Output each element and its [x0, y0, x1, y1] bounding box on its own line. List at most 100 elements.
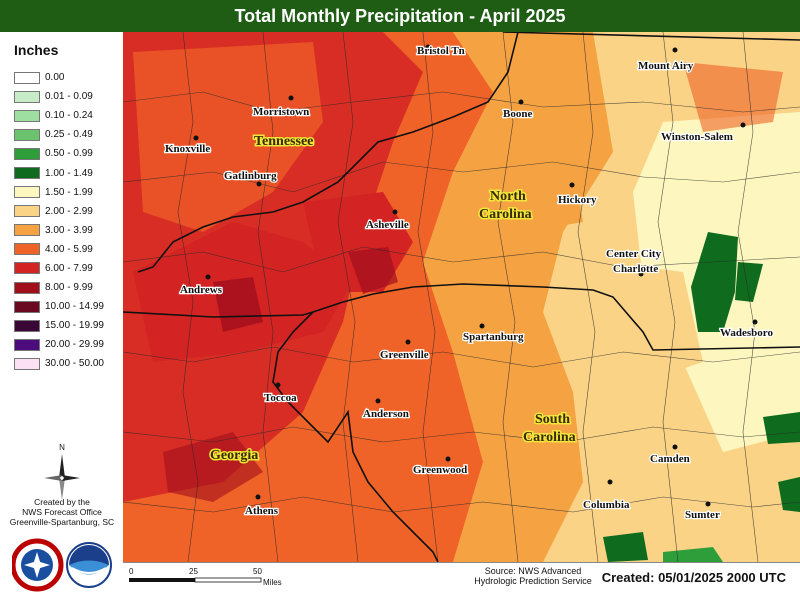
legend-item: 10.00 - 14.99	[14, 297, 104, 316]
legend-swatch	[14, 128, 40, 141]
legend-swatch	[14, 243, 40, 256]
legend-panel: Inches 0.00 0.01 - 0.09 0.10 - 0.24 0.25…	[0, 32, 124, 595]
city-label: Mount Airy	[638, 60, 694, 72]
county-boundaries	[123, 32, 800, 562]
city-label: Athens	[245, 505, 279, 517]
office-line: Greenville-Spartanburg, SC	[9, 517, 115, 527]
city-label: Winston-Salem	[661, 131, 733, 143]
city-dot	[392, 209, 398, 215]
legend-label: 0.50 - 0.99	[45, 148, 93, 160]
city-dot	[205, 274, 211, 280]
city-dot	[288, 95, 294, 101]
city-dot	[255, 494, 261, 500]
city-labels: Bristol Tn Mount Airy Morristown Boone W…	[164, 44, 775, 523]
legend-label: 10.00 - 14.99	[45, 301, 104, 313]
city-dot	[705, 501, 711, 507]
north-label: N	[59, 443, 65, 452]
legend-swatch	[14, 300, 40, 313]
state-label-georgia: Georgia	[210, 448, 258, 463]
city-label: Center City	[606, 248, 662, 260]
city-label: Sumter	[685, 509, 720, 521]
scale-tick-label: 0	[129, 567, 134, 576]
city-label: Boone	[503, 108, 532, 120]
scale-bar: 0 25 50 Miles	[129, 567, 282, 587]
scale-unit: Miles	[263, 578, 282, 587]
scale-tick-label: 25	[189, 567, 198, 576]
city-dot	[193, 135, 199, 141]
map-footer: 0 25 50 Miles Source: NWS Advanced Hydro…	[123, 562, 800, 596]
state-label-south-carolina: South	[535, 412, 570, 427]
legend-item: 1.00 - 1.49	[14, 163, 104, 182]
legend-item: 1.50 - 1.99	[14, 183, 104, 202]
legend-item: 0.25 - 0.49	[14, 125, 104, 144]
created-timestamp: Created: 05/01/2025 2000 UTC	[601, 570, 786, 585]
legend-item: 0.50 - 0.99	[14, 144, 104, 163]
legend-swatch	[14, 186, 40, 199]
state-label-north-carolina: North	[490, 189, 526, 204]
city-label: Hickory	[558, 194, 597, 206]
legend-label: 15.00 - 19.99	[45, 320, 104, 332]
legend-item: 0.00	[14, 68, 104, 87]
source-credit: Source: NWS Advanced Hydrologic Predicti…	[453, 566, 613, 586]
legend-swatch	[14, 205, 40, 218]
city-label: Greenwood	[413, 464, 467, 476]
legend-item: 6.00 - 7.99	[14, 259, 104, 278]
city-dot	[672, 444, 678, 450]
legend-swatch	[14, 224, 40, 237]
city-label: Knoxville	[165, 143, 210, 155]
scale-tick-label: 50	[253, 567, 262, 576]
city-dot	[638, 271, 644, 277]
city-dot	[752, 319, 758, 325]
legend-item: 0.01 - 0.09	[14, 87, 104, 106]
city-dot	[375, 398, 381, 404]
source-line: Hydrologic Prediction Service	[474, 576, 592, 586]
city-label: Asheville	[366, 219, 409, 231]
legend-label: 8.00 - 9.99	[45, 282, 93, 294]
north-arrow-icon: N	[44, 443, 80, 500]
precip-zones	[123, 32, 800, 562]
legend-item: 15.00 - 19.99	[14, 316, 104, 335]
legend-label: 1.50 - 1.99	[45, 186, 93, 198]
state-boundaries	[123, 32, 800, 562]
city-label: Greenville	[380, 349, 429, 361]
legend-swatch	[14, 338, 40, 351]
city-label: Toccoa	[264, 392, 297, 404]
legend-swatch	[14, 90, 40, 103]
city-dot	[569, 182, 575, 188]
nws-logo-icon	[12, 538, 64, 592]
legend-label: 6.00 - 7.99	[45, 262, 93, 274]
legend-label: 0.25 - 0.49	[45, 129, 93, 141]
city-label: Columbia	[583, 499, 630, 511]
city-dot	[740, 122, 746, 128]
map-title: Total Monthly Precipitation - April 2025	[0, 0, 800, 32]
legend-item: 4.00 - 5.99	[14, 240, 104, 259]
office-credit: Created by the NWS Forecast Office Green…	[2, 497, 122, 527]
legend-label: 0.00	[45, 72, 65, 84]
legend-item: 3.00 - 3.99	[14, 221, 104, 240]
city-dot	[405, 339, 411, 345]
office-line: NWS Forecast Office	[22, 507, 102, 517]
state-label-tennessee: Tennessee	[254, 134, 313, 149]
city-label: Gatlinburg	[224, 170, 277, 182]
legend-item: 30.00 - 50.00	[14, 354, 104, 373]
legend-label: 30.00 - 50.00	[45, 358, 104, 370]
legend-swatch	[14, 109, 40, 122]
legend-item: 2.00 - 2.99	[14, 202, 104, 221]
agency-logos	[12, 538, 112, 592]
city-label: Wadesboro	[720, 327, 773, 339]
city-dot	[425, 44, 431, 50]
city-dot	[256, 181, 262, 187]
legend-list: 0.00 0.01 - 0.09 0.10 - 0.24 0.25 - 0.49…	[14, 68, 104, 374]
legend-swatch	[14, 319, 40, 332]
city-dot	[672, 47, 678, 53]
source-line: Source: NWS Advanced	[484, 566, 582, 576]
office-line: Created by the	[34, 497, 90, 507]
legend-swatch	[14, 147, 40, 160]
state-label-north-carolina: Carolina	[479, 207, 532, 222]
legend-item: 8.00 - 9.99	[14, 278, 104, 297]
precipitation-map[interactable]: Bristol Tn Mount Airy Morristown Boone W…	[123, 32, 800, 562]
legend-label: 3.00 - 3.99	[45, 224, 93, 236]
city-dot	[275, 382, 281, 388]
city-label: Charlotte	[613, 263, 658, 275]
city-label: Bristol Tn	[417, 45, 465, 57]
